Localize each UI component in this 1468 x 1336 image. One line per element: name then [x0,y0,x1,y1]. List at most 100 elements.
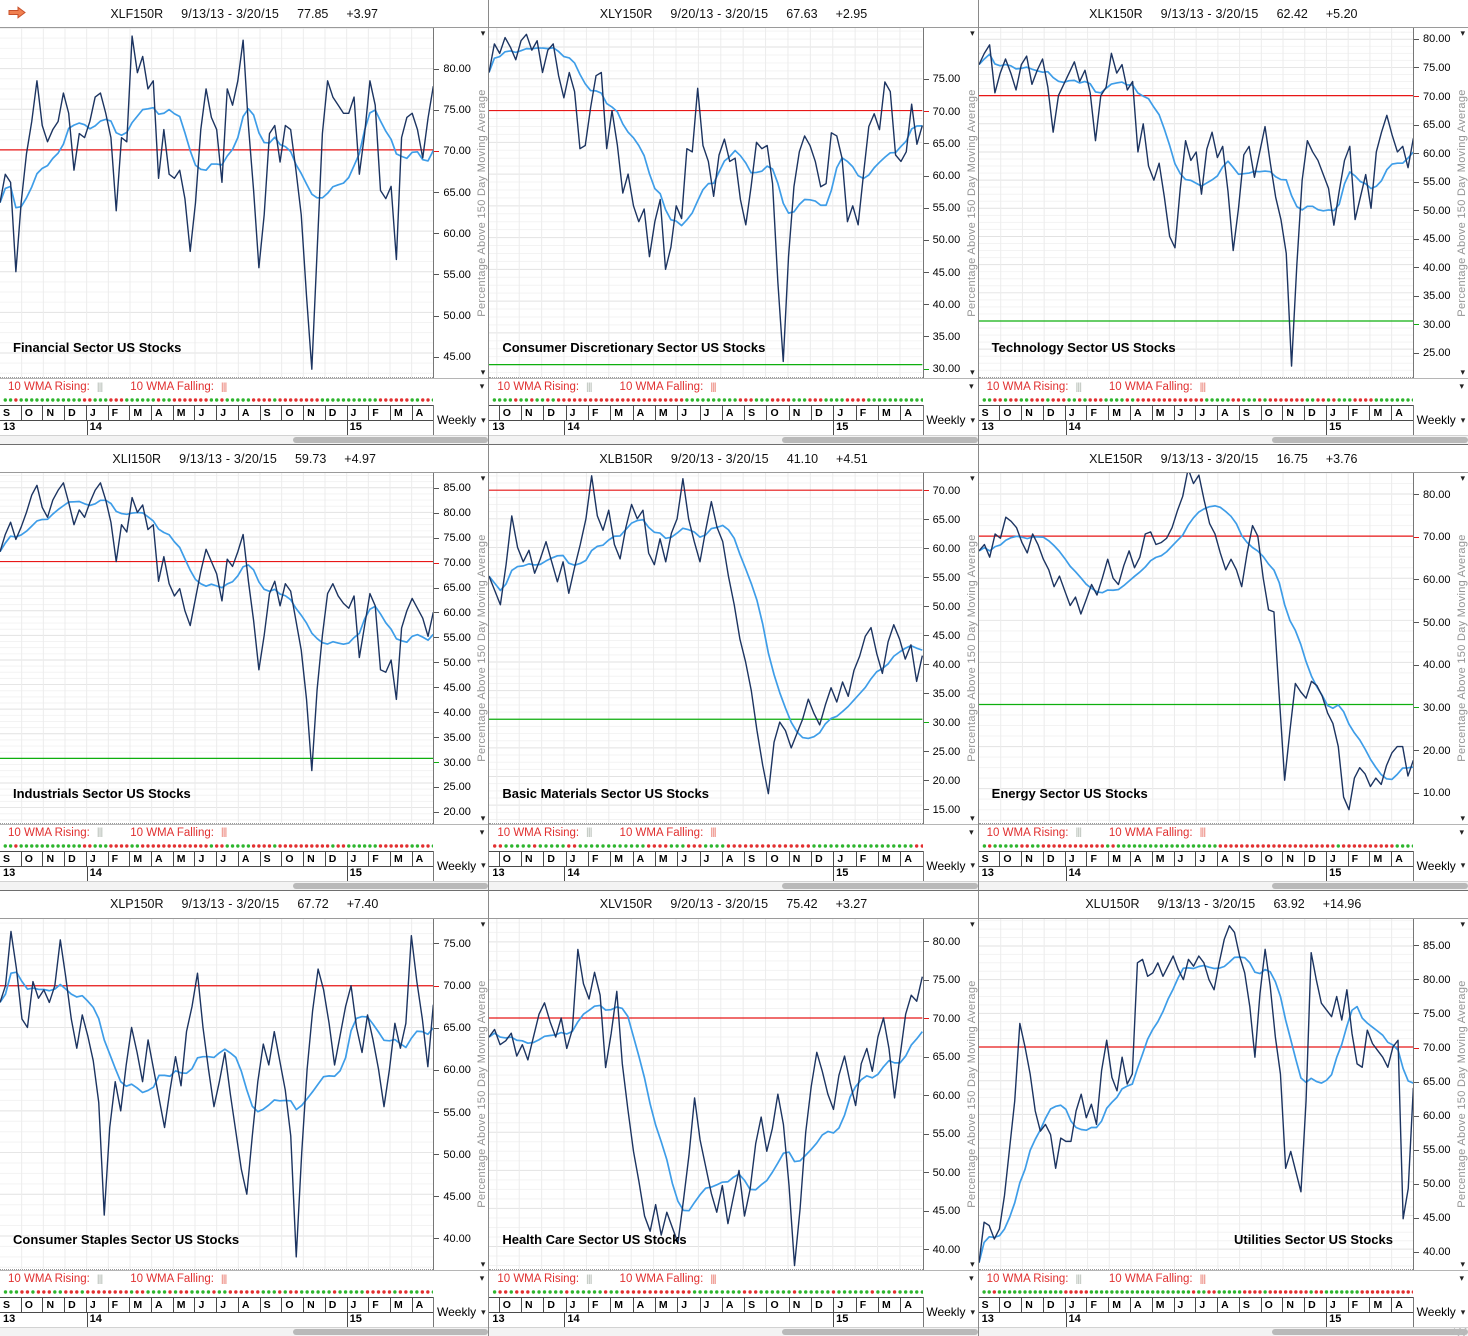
timeframe-select[interactable]: Weekly ▾ [922,1297,978,1327]
trend-dot [1178,398,1182,403]
trend-dot [1191,843,1195,848]
trend-dot [1282,843,1286,848]
legend-dropdown-icon[interactable]: ▾ [479,826,485,837]
trend-dot [109,398,113,403]
scroll-down-icon[interactable]: ▾ [1460,367,1465,378]
horizontal-scrollbar[interactable] [978,880,1468,890]
trend-dot [156,398,161,403]
forward-arrow-icon[interactable] [8,6,26,19]
timeframe-select[interactable]: Weekly ▾ [922,405,978,436]
month-label: D [543,1298,565,1312]
scrollbar-thumb[interactable] [782,1329,978,1335]
month-label [489,1298,498,1312]
scroll-down-icon[interactable]: ▾ [970,812,975,823]
trend-dot [1052,843,1056,848]
trend-dot [1411,843,1413,848]
year-divider [346,421,348,436]
timeframe-select[interactable]: Weekly ▾ [1413,850,1468,881]
scroll-up-icon[interactable]: ▾ [480,918,486,929]
trend-dot [573,398,577,403]
legend-dropdown-icon[interactable]: ▾ [969,826,974,837]
horizontal-scrollbar[interactable] [0,1327,489,1336]
scroll-up-icon[interactable]: ▾ [970,918,975,929]
y-tick-label: 60.00 [923,543,960,555]
scroll-down-icon[interactable]: ▾ [970,1259,975,1269]
month-label: J [85,851,108,866]
scroll-up-icon[interactable]: ▾ [1460,473,1465,484]
month-label: M [654,1298,677,1312]
trend-dot [503,398,508,403]
trend-dot [86,1290,90,1294]
trend-dot [1395,843,1399,848]
trend-dot [195,1290,200,1294]
trend-dot [1227,1290,1231,1294]
timeframe-select[interactable]: Weekly ▾ [433,1297,488,1327]
trend-dot [1255,843,1260,848]
trend-dot [146,1290,150,1294]
scrollbar-thumb[interactable] [782,437,978,444]
scroll-down-icon[interactable]: ▾ [480,1259,486,1269]
year-divider [1065,866,1067,881]
rising-sample-ticks: ||| [586,827,592,839]
scroll-up-icon[interactable]: ▾ [480,473,486,484]
trend-dot [230,398,235,403]
trend-dot [826,1290,830,1294]
legend-dropdown-icon[interactable]: ▾ [969,381,974,392]
month-label: F [1086,851,1108,866]
legend-dropdown-icon[interactable]: ▾ [1459,1273,1464,1283]
trend-dot [508,398,513,403]
trend-dot [770,1290,775,1294]
scrollbar-thumb[interactable] [292,882,489,889]
trend-dot [40,398,44,403]
scrollbar-thumb[interactable] [1272,437,1468,444]
scrollbar-thumb[interactable] [1272,882,1468,889]
legend-dropdown-icon[interactable]: ▾ [1459,826,1464,837]
horizontal-scrollbar[interactable] [0,435,489,445]
timeframe-select[interactable]: Weekly ▾ [433,405,488,436]
scrollbar-thumb[interactable] [1272,1329,1468,1335]
scroll-up-icon[interactable]: ▾ [1460,28,1465,38]
legend-dropdown-icon[interactable]: ▾ [969,1273,974,1283]
scroll-down-icon[interactable]: ▾ [1460,812,1465,823]
trend-dot [393,1290,397,1294]
scroll-down-icon[interactable]: ▾ [970,367,975,378]
trend-dot [108,1290,112,1294]
month-label: J [1325,406,1348,421]
scroll-down-icon[interactable]: ▾ [480,367,486,378]
trend-dot [590,843,594,848]
trend-dot [267,1290,271,1294]
timeframe-select[interactable]: Weekly ▾ [433,850,488,881]
y-tick-label: 35.00 [1414,290,1451,302]
horizontal-scrollbar[interactable] [978,435,1468,445]
scroll-up-icon[interactable]: ▾ [1460,918,1465,929]
month-label: D [811,406,833,421]
trend-dot [130,398,134,403]
scroll-down-icon[interactable]: ▾ [480,812,486,823]
month-label: J [699,851,722,866]
resize-grip[interactable] [1454,1328,1467,1336]
timeframe-select[interactable]: Weekly ▾ [1413,405,1468,436]
trend-dot [1038,1290,1042,1294]
trend-dot [206,1290,211,1294]
horizontal-scrollbar[interactable] [978,1327,1468,1336]
trend-dot [310,398,314,403]
scroll-up-icon[interactable]: ▾ [970,473,975,484]
scrollbar-thumb[interactable] [292,437,489,444]
scroll-down-icon[interactable]: ▾ [1460,1259,1465,1269]
scrollbar-thumb[interactable] [292,1329,489,1335]
timeframe-select[interactable]: Weekly ▾ [1413,1297,1468,1327]
horizontal-scrollbar[interactable] [489,1327,978,1336]
scroll-up-icon[interactable]: ▾ [970,28,975,38]
horizontal-scrollbar[interactable] [0,880,489,890]
trend-dot [687,1290,692,1294]
legend-dropdown-icon[interactable]: ▾ [479,1273,485,1283]
scroll-up-icon[interactable]: ▾ [480,28,486,38]
horizontal-scrollbar[interactable] [489,880,978,890]
timeframe-select[interactable]: Weekly ▾ [922,850,978,881]
horizontal-scrollbar[interactable] [489,435,978,445]
scrollbar-thumb[interactable] [782,882,978,889]
legend-dropdown-icon[interactable]: ▾ [479,381,485,392]
legend-dropdown-icon[interactable]: ▾ [1459,381,1464,392]
year-divider [86,421,88,436]
